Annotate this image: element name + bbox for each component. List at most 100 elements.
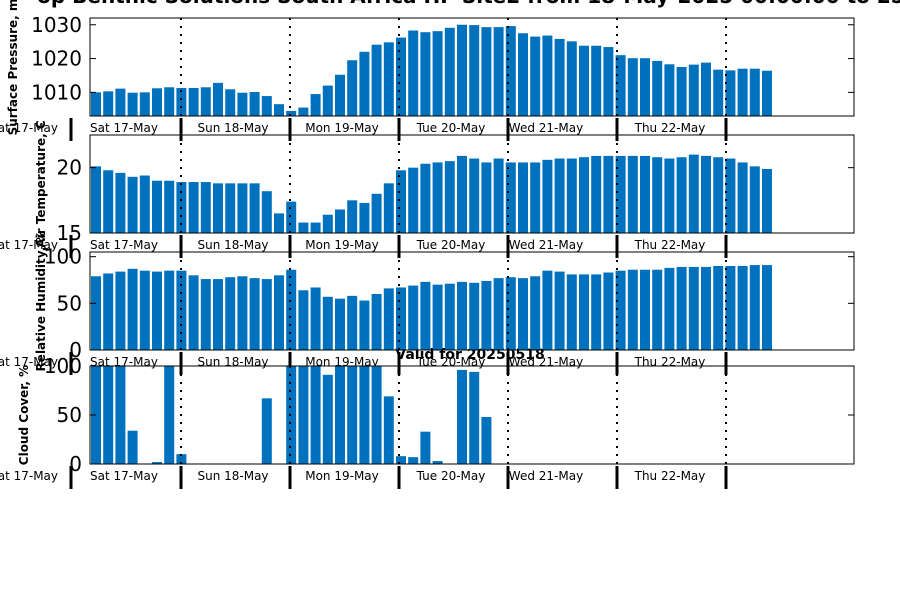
bar [298, 222, 309, 233]
bar [249, 183, 260, 233]
bar [542, 159, 553, 233]
bar [408, 285, 419, 350]
bar [530, 36, 541, 117]
y-tick-label: 100 [44, 354, 82, 378]
bar [286, 269, 297, 350]
bar [152, 88, 162, 116]
x-tick-label: at 17-May [0, 238, 58, 252]
bar [664, 267, 675, 350]
bar [91, 92, 101, 116]
bar [469, 371, 480, 464]
bar [652, 60, 663, 116]
bar [627, 58, 638, 116]
chart-panel-2: 15 20 Air Temperature, Cat 17-May Sat 17-Ma… [0, 120, 855, 258]
bar [469, 158, 480, 233]
bar [469, 282, 480, 350]
bar [225, 183, 236, 233]
bar [420, 163, 431, 233]
bar [103, 170, 114, 233]
bar [164, 180, 175, 233]
bar [200, 279, 211, 350]
bar [615, 270, 626, 350]
bar [335, 366, 345, 464]
bar [566, 274, 577, 350]
bar [274, 213, 284, 233]
bar [481, 27, 492, 116]
bar [432, 31, 443, 116]
x-tick-label: Sun 18-May [197, 121, 268, 135]
bar [676, 157, 687, 233]
bar [249, 92, 260, 116]
bar [91, 166, 101, 233]
bar [554, 271, 565, 350]
bar [274, 275, 284, 350]
bar [396, 170, 406, 233]
bar [310, 94, 321, 116]
bar [115, 172, 126, 233]
bar [383, 288, 394, 350]
bar [542, 35, 553, 116]
bar [164, 270, 175, 350]
bar [103, 366, 114, 464]
bar [383, 183, 394, 233]
bar [200, 182, 211, 233]
bar [493, 278, 504, 350]
bar [688, 154, 699, 233]
bar [713, 69, 724, 116]
figure-title: op Benthic Solutions South Africa HP Sit… [37, 0, 900, 8]
bar [152, 271, 162, 350]
bar [237, 183, 248, 233]
y-tick-label: 1010 [31, 80, 82, 104]
y-tick-label: 50 [57, 291, 82, 315]
bar [103, 273, 114, 350]
bar [322, 85, 333, 116]
bar [188, 275, 199, 350]
bar [371, 44, 382, 117]
y-tick-label: 1020 [31, 47, 82, 71]
bar [640, 269, 650, 350]
x-tick-label: Mon 19-May [305, 469, 379, 483]
bar [335, 298, 345, 350]
bar [603, 47, 614, 117]
bar [274, 104, 284, 116]
x-tick-label: Wed 21-May [509, 355, 583, 369]
bar [505, 277, 516, 350]
bar [115, 271, 126, 350]
bar [115, 88, 126, 116]
bar [457, 155, 467, 233]
bar [261, 398, 272, 464]
x-tick-label: Wed 21-May [509, 238, 583, 252]
bar [152, 180, 162, 233]
bar [164, 87, 175, 116]
bar [91, 276, 101, 350]
bar [444, 161, 455, 233]
y-tick-label: 50 [57, 403, 82, 427]
bar [127, 176, 138, 233]
bar [701, 62, 711, 116]
x-tick-label: Thu 22-May [634, 238, 706, 252]
bar [408, 30, 419, 116]
bar [286, 110, 297, 116]
bar [566, 158, 577, 233]
bar [554, 158, 565, 233]
bar [762, 265, 772, 350]
bar [420, 281, 431, 350]
x-tick-label: Mon 19-May [305, 238, 379, 252]
bar [652, 269, 663, 350]
y-tick-label: 100 [44, 245, 82, 269]
bar [383, 42, 394, 116]
bar [762, 168, 772, 233]
bar [176, 454, 187, 464]
bar [225, 277, 236, 350]
bar [493, 158, 504, 233]
bar [457, 281, 467, 350]
bar [371, 366, 382, 464]
plot-frame [89, 17, 855, 117]
bar [176, 87, 187, 116]
x-tick-label: Sun 18-May [197, 469, 268, 483]
bar [408, 167, 419, 233]
bar [310, 287, 321, 350]
x-tick-label: Thu 22-May [634, 469, 706, 483]
bar [237, 92, 248, 116]
